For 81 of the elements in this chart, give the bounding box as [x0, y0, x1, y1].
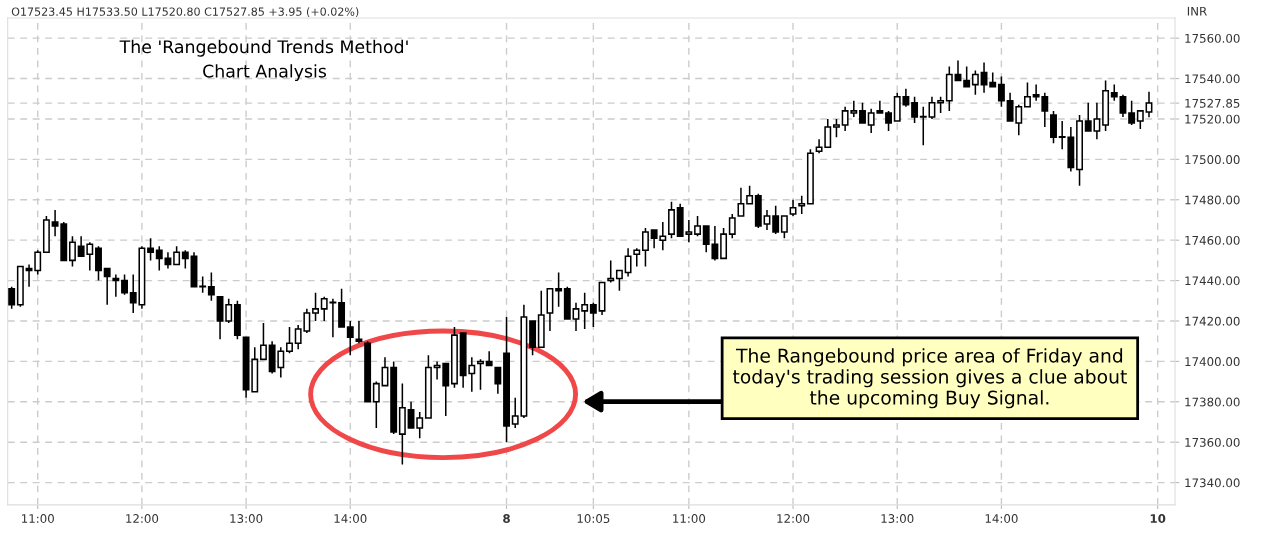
text: O17523.45 H17533.50 L17520.80 C17527.85 +3.95 (+0.02%) [11, 7, 359, 18]
candlestick [641, 227, 649, 268]
annotation: The Rangebound price area of Friday and today's trading session gives a clue about the upcoming Buy Signal. [732, 348, 1127, 409]
y-tick-label: 17360.00 [1185, 437, 1240, 447]
candlestick [407, 401, 415, 429]
candlestick [1145, 90, 1153, 119]
candlestick [207, 271, 215, 302]
candlestick [763, 209, 771, 231]
x-tick-label: 13:00 [230, 514, 263, 523]
candlestick [963, 65, 971, 88]
y-tick-label: 17460.00 [1185, 235, 1240, 245]
candlestick [121, 273, 128, 296]
candlestick [746, 184, 754, 205]
y-tick-label: 17380.00 [1185, 397, 1240, 407]
x-tick-label: 8 [503, 514, 510, 523]
candlestick [173, 245, 181, 266]
x-tick-label: 10:05 [577, 514, 610, 523]
y-tick-label: 17540.00 [1185, 74, 1240, 84]
candlestick [355, 320, 363, 344]
candlestick [147, 237, 155, 262]
y-tick-label: 17340.00 [1185, 478, 1240, 488]
y-tick-label: 17527.85 [1185, 98, 1240, 108]
candlestick [997, 75, 1005, 108]
candlestick [1136, 110, 1144, 130]
text: Chart Analysis [203, 64, 327, 82]
candlestick [1050, 110, 1057, 144]
candlestick [416, 411, 424, 439]
candlestick [112, 273, 120, 298]
y-axis-title: INR [1187, 6, 1207, 16]
x-tick-label: 14:00 [334, 514, 367, 523]
candlestick [477, 358, 484, 391]
candlestick [34, 249, 42, 276]
candlestick [624, 247, 632, 278]
candlestick [494, 366, 502, 395]
candlestick [8, 285, 16, 310]
y-tick-label: 17560.00 [1185, 33, 1240, 43]
candlestick [259, 322, 267, 361]
y-tick-label: 17400.00 [1185, 357, 1240, 367]
candlestick [95, 245, 102, 282]
candlestick [859, 102, 866, 124]
x-tick-label: 12:00 [126, 514, 159, 523]
candlestick [780, 215, 788, 239]
candlestick [615, 269, 623, 292]
x-tick-label: 14:00 [985, 514, 1018, 523]
y-tick-label: 17440.00 [1185, 276, 1240, 286]
candlestick [589, 302, 597, 328]
candlestick [485, 350, 493, 367]
candlestick [607, 259, 615, 284]
candlestick [68, 235, 76, 268]
candlestick [372, 380, 380, 429]
candlestick [555, 271, 563, 308]
candlestick [772, 205, 780, 235]
candlestick [225, 298, 233, 324]
candlestick [1023, 81, 1031, 108]
candlestick [581, 291, 589, 330]
x-tick-label: 11:00 [673, 514, 706, 523]
candlestick [885, 110, 892, 132]
candlestick [911, 95, 919, 124]
candlestick [286, 326, 293, 355]
x-tick-label: 11:00 [22, 514, 54, 523]
x-tick-label: 10 [1150, 514, 1166, 523]
candlestick [832, 118, 840, 138]
candlestick [971, 69, 979, 96]
candlestick [728, 213, 736, 239]
y-tick-label: 17420.00 [1185, 316, 1240, 326]
candlestick [737, 186, 745, 217]
candlestick [1128, 100, 1136, 126]
candlestick [181, 249, 189, 270]
y-tick-label: 17480.00 [1185, 195, 1240, 205]
candlestick [103, 267, 111, 306]
candlestick [346, 320, 354, 357]
candlestick [572, 302, 580, 332]
candlestick [633, 247, 641, 268]
x-tick-label: 13:00 [881, 514, 914, 523]
text: The 'Rangebound Trends Method' [119, 39, 408, 57]
candlestick [694, 215, 701, 237]
y-tick-label: 17520.00 [1185, 114, 1240, 124]
x-tick-label: 12:00 [777, 514, 810, 523]
candlestick [312, 291, 319, 322]
y-tick-label: 17500.00 [1185, 155, 1240, 165]
candlestick [798, 194, 806, 215]
